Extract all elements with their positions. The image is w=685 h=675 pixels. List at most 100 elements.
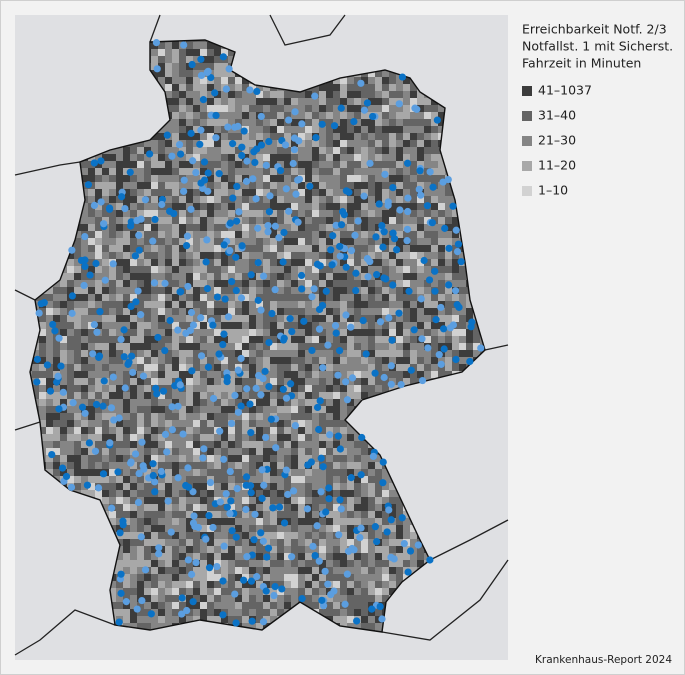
- raster-cell: [207, 273, 215, 281]
- raster-cell: [158, 455, 166, 463]
- raster-cell: [326, 294, 334, 302]
- raster-cell: [305, 441, 313, 449]
- raster-cell: [305, 98, 313, 106]
- raster-cell: [137, 252, 145, 260]
- raster-cell: [403, 308, 411, 316]
- raster-cell: [228, 343, 236, 351]
- raster-cell: [165, 196, 173, 204]
- raster-cell: [207, 294, 215, 302]
- raster-cell: [235, 147, 243, 155]
- raster-cell: [235, 322, 243, 330]
- raster-cell: [277, 147, 285, 155]
- raster-cell: [291, 231, 299, 239]
- raster-cell: [340, 154, 348, 162]
- raster-cell: [207, 504, 215, 512]
- raster-cell: [151, 427, 159, 435]
- raster-cell: [102, 238, 110, 246]
- raster-cell: [270, 140, 278, 148]
- raster-cell: [340, 175, 348, 183]
- raster-cell: [179, 259, 187, 267]
- raster-cell: [340, 441, 348, 449]
- raster-cell: [193, 175, 201, 183]
- raster-cell: [88, 308, 96, 316]
- raster-cell: [424, 231, 432, 239]
- raster-cell: [228, 147, 236, 155]
- raster-cell: [417, 210, 425, 218]
- raster-cell: [354, 329, 362, 337]
- raster-cell: [263, 196, 271, 204]
- raster-cell: [53, 343, 61, 351]
- raster-cell: [417, 252, 425, 260]
- raster-cell: [214, 378, 222, 386]
- raster-cell: [277, 413, 285, 421]
- raster-cell: [53, 455, 61, 463]
- raster-cell: [207, 539, 215, 547]
- raster-cell: [291, 126, 299, 134]
- raster-cell: [193, 567, 201, 575]
- raster-cell: [347, 462, 355, 470]
- raster-cell: [424, 140, 432, 148]
- raster-cell: [368, 203, 376, 211]
- raster-cell: [298, 168, 306, 176]
- raster-cell: [193, 427, 201, 435]
- raster-cell: [333, 427, 341, 435]
- raster-cell: [158, 133, 166, 141]
- raster-cell: [186, 119, 194, 127]
- raster-cell: [214, 392, 222, 400]
- raster-cell: [333, 567, 341, 575]
- raster-cell: [186, 175, 194, 183]
- raster-cell: [137, 581, 145, 589]
- raster-cell: [277, 574, 285, 582]
- raster-cell: [291, 378, 299, 386]
- raster-cell: [326, 273, 334, 281]
- raster-cell: [347, 266, 355, 274]
- raster-cell: [172, 497, 180, 505]
- raster-cell: [88, 252, 96, 260]
- raster-cell: [137, 329, 145, 337]
- raster-cell: [186, 609, 194, 617]
- raster-cell: [144, 357, 152, 365]
- raster-cell: [354, 322, 362, 330]
- raster-cell: [186, 595, 194, 603]
- raster-cell: [270, 364, 278, 372]
- raster-cell: [200, 280, 208, 288]
- raster-cell: [368, 357, 376, 365]
- raster-cell: [67, 329, 75, 337]
- raster-cell: [95, 441, 103, 449]
- raster-cell: [249, 238, 257, 246]
- raster-cell: [340, 112, 348, 120]
- raster-cell: [214, 140, 222, 148]
- raster-cell: [158, 322, 166, 330]
- raster-cell: [109, 448, 117, 456]
- raster-cell: [123, 315, 131, 323]
- raster-cell: [165, 427, 173, 435]
- raster-cell: [74, 420, 82, 428]
- raster-cell: [396, 315, 404, 323]
- raster-cell: [340, 567, 348, 575]
- raster-cell: [235, 560, 243, 568]
- raster-cell: [221, 406, 229, 414]
- raster-cell: [158, 189, 166, 197]
- raster-cell: [144, 595, 152, 603]
- raster-cell: [312, 119, 320, 127]
- raster-cell: [95, 301, 103, 309]
- raster-cell: [417, 196, 425, 204]
- raster-cell: [333, 175, 341, 183]
- raster-cell: [95, 434, 103, 442]
- raster-cell: [116, 343, 124, 351]
- raster-cell: [396, 364, 404, 372]
- raster-cell: [291, 560, 299, 568]
- raster-cell: [39, 329, 47, 337]
- raster-cell: [347, 112, 355, 120]
- raster-cell: [375, 252, 383, 260]
- raster-cell: [95, 406, 103, 414]
- raster-cell: [137, 490, 145, 498]
- raster-cell: [165, 217, 173, 225]
- raster-cell: [263, 238, 271, 246]
- raster-cell: [207, 175, 215, 183]
- raster-cell: [305, 252, 313, 260]
- raster-cell: [172, 308, 180, 316]
- raster-cell: [109, 217, 117, 225]
- raster-cell: [200, 609, 208, 617]
- raster-cell: [207, 371, 215, 379]
